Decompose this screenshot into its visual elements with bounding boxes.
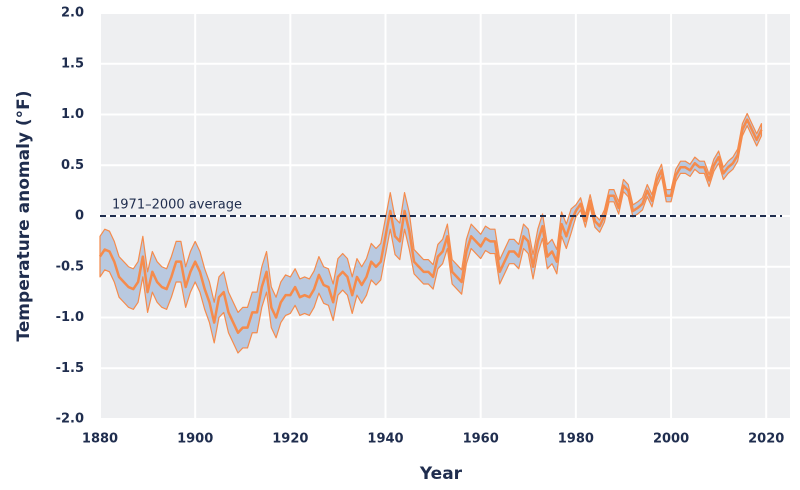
uncertainty-band	[99, 112, 763, 354]
x-tick-label: 2020	[748, 432, 784, 447]
y-tick-label: -0.5	[56, 259, 84, 274]
y-tick-label: -2.0	[56, 412, 84, 427]
x-tick-label: 1980	[558, 432, 594, 447]
x-axis-label: Year	[419, 464, 463, 484]
y-tick-label: 1.0	[61, 107, 84, 122]
reference-label: 1971–2000 average	[112, 198, 242, 213]
x-tick-label: 2000	[653, 432, 689, 447]
x-tick-label: 1900	[177, 432, 213, 447]
y-tick-label: -1.0	[56, 310, 84, 325]
x-tick-label: 1940	[367, 432, 403, 447]
x-tick-label: 1920	[272, 432, 308, 447]
y-tick-label: 2.0	[61, 6, 84, 21]
line	[98, 118, 763, 334]
y-tick-label: -1.5	[56, 361, 84, 376]
y-axis-label: Temperature anomaly (°F)	[14, 90, 34, 341]
y-tick-label: 0.5	[61, 158, 84, 173]
y-tick-label: 0	[75, 209, 84, 224]
x-tick-label: 1960	[463, 432, 499, 447]
x-tick-label: 1880	[82, 432, 118, 447]
y-tick-label: 1.5	[61, 56, 84, 71]
